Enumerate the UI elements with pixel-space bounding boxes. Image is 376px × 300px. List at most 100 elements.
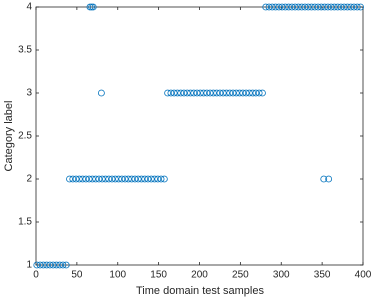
point [304,3,312,11]
x-tick-label: 200 [191,270,208,281]
x-tick-label: 0 [33,270,39,281]
x-tick-label: 100 [109,270,126,281]
point [193,89,201,97]
point [239,89,247,97]
x-tick-label: 50 [71,270,83,281]
point [327,3,335,11]
point [88,3,95,11]
point [92,175,100,183]
y-axis-label: Category label [3,101,15,172]
point [72,175,80,183]
point [124,175,132,183]
point [209,89,217,97]
point [262,3,270,11]
point [79,175,86,183]
point [242,89,250,97]
point [229,89,237,97]
y-tick-label: 3.5 [18,45,32,56]
point [265,3,273,11]
point [321,3,328,11]
x-tick-label: 350 [314,270,331,281]
point [219,89,227,97]
point [196,89,204,97]
x-tick-label: 400 [355,270,372,281]
point [200,89,207,97]
point [85,175,93,183]
point [334,3,342,11]
point [281,3,289,11]
point [308,3,315,11]
point [134,175,142,183]
point [340,3,348,11]
point [301,3,309,11]
point [223,89,230,97]
y-tick-label: 3 [26,88,32,99]
y-tick-label: 1 [26,260,32,271]
point [226,89,234,97]
point [62,261,70,269]
point [278,3,286,11]
x-tick-label: 300 [273,270,290,281]
point [102,175,109,183]
point [118,175,126,183]
point [49,261,57,269]
point [147,175,155,183]
point [53,261,60,269]
point [206,89,214,97]
point [157,175,165,183]
point [131,175,139,183]
point [43,261,51,269]
point [232,89,240,97]
point [291,3,299,11]
point [98,175,106,183]
point [203,89,211,97]
point [213,89,221,97]
point [350,3,358,11]
y-tick-label: 4 [26,2,32,13]
point [268,3,276,11]
point [144,175,152,183]
point [69,175,77,183]
point [347,3,355,11]
point [59,261,67,269]
point [105,175,113,183]
point [36,261,44,269]
point [160,175,168,183]
point [174,89,181,97]
point [285,3,293,11]
point [128,175,136,183]
point [108,175,116,183]
point [311,3,319,11]
y-tick-label: 2.5 [18,131,32,142]
point [167,89,175,97]
point [111,175,119,183]
point [82,175,90,183]
point [249,89,257,97]
x-axis-label: Time domain test samples [136,285,264,297]
y-tick-label: 1.5 [18,217,32,228]
point [357,3,364,11]
point [252,89,260,97]
point [324,3,332,11]
point [298,3,306,11]
point [325,175,333,183]
point [259,89,266,97]
point [183,89,191,97]
point [344,3,351,11]
point [75,175,83,183]
point [164,89,172,97]
point [314,3,322,11]
point [317,3,325,11]
point [33,261,41,269]
point [275,3,283,11]
point [255,89,263,97]
point [46,261,54,269]
x-tick-label: 250 [232,270,249,281]
point [138,175,145,183]
point [236,89,243,97]
point [98,89,105,97]
point [141,175,149,183]
point [154,175,162,183]
point [190,89,198,97]
point [56,261,64,269]
